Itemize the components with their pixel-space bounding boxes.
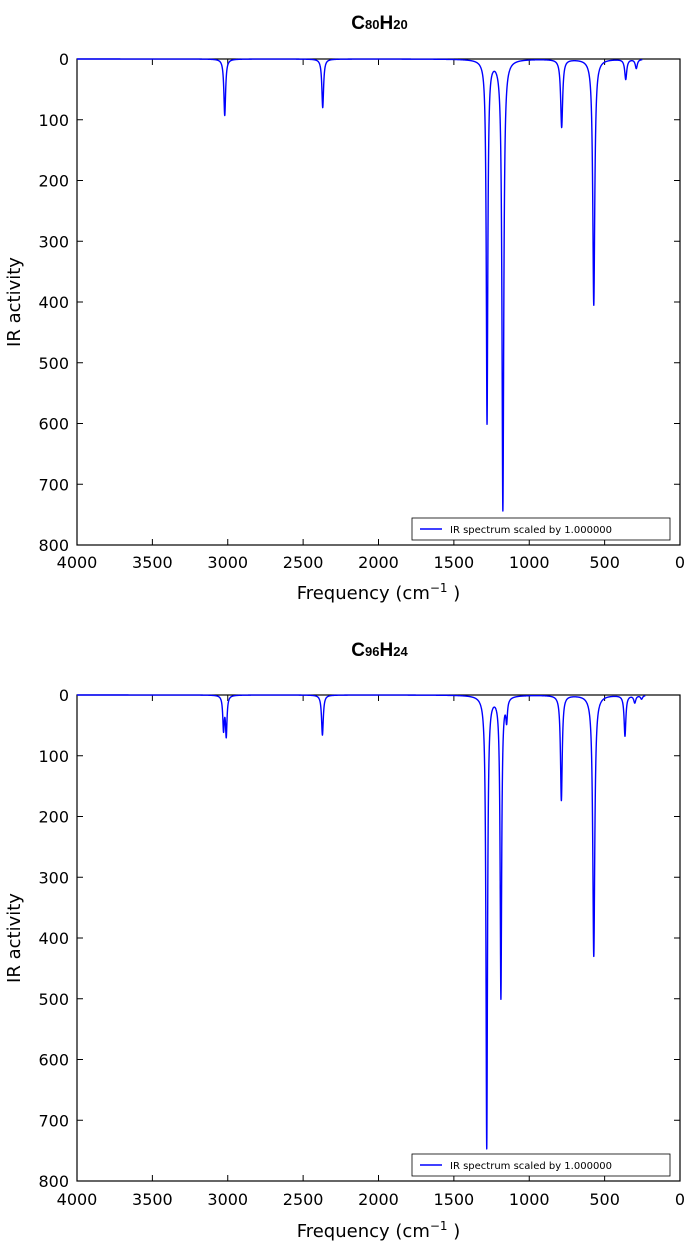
y-tick-label: 400 <box>38 293 69 312</box>
title-subscript: 20 <box>393 17 407 32</box>
x-axis-label-main: Frequency (cm <box>297 1221 430 1242</box>
x-tick-label: 4000 <box>57 1190 98 1209</box>
y-axis-label: IR activity <box>4 257 25 347</box>
title-element: H <box>380 13 394 34</box>
x-axis-label: Frequency (cm−1 ) <box>297 581 461 604</box>
x-axis-label-end: ) <box>448 1221 461 1242</box>
x-tick-label: 3000 <box>207 1190 248 1209</box>
plot-frame <box>76 58 681 546</box>
x-tick-label: 4000 <box>57 553 98 572</box>
x-tick-label: 2000 <box>358 553 399 572</box>
y-tick-label: 500 <box>38 354 69 373</box>
y-tick-label: 700 <box>38 1111 69 1130</box>
x-tick-label: 2500 <box>283 553 324 572</box>
x-axis-label-main: Frequency (cm <box>297 583 430 604</box>
y-tick-label: 600 <box>38 415 69 434</box>
x-axis-label-end: ) <box>448 583 461 604</box>
plot-frame <box>76 694 681 1182</box>
y-tick-label: 800 <box>38 536 69 555</box>
ir-chart-c80h20: C80H20 4000 3500 3000 2500 2000 1500 1000 500 0 0 1… <box>4 13 685 604</box>
x-axis-label-exponent: −1 <box>430 1219 448 1233</box>
y-tick-label: 700 <box>38 475 69 494</box>
x-tick-label: 1000 <box>509 1190 550 1209</box>
chart-title: C96H24 <box>351 640 408 661</box>
y-tick-label: 600 <box>38 1051 69 1070</box>
x-tick-label: 3000 <box>207 553 248 572</box>
legend: IR spectrum scaled by 1.000000 <box>411 1153 671 1177</box>
y-axis-label: IR activity <box>4 893 25 983</box>
x-tick-label: 1500 <box>434 1190 475 1209</box>
legend: IR spectrum scaled by 1.000000 <box>411 517 671 541</box>
x-tick-label: 500 <box>589 553 620 572</box>
title-element: C <box>351 13 365 34</box>
y-tick-label: 400 <box>38 929 69 948</box>
legend-box <box>411 1153 671 1177</box>
x-tick-label: 0 <box>675 1190 685 1209</box>
legend-label: IR spectrum scaled by 1.000000 <box>450 525 612 536</box>
spectrum-line <box>76 58 643 512</box>
legend-label: IR spectrum scaled by 1.000000 <box>450 1161 612 1172</box>
x-tick-label: 2000 <box>358 1190 399 1209</box>
ir-chart-c96h24: C96H24 4000 3500 3000 2500 2000 1500 1000 500 0 0 1… <box>4 640 685 1242</box>
legend-box <box>411 517 671 541</box>
y-tick-label: 800 <box>38 1172 69 1191</box>
y-tick-label: 0 <box>59 686 69 705</box>
x-tick-label: 2500 <box>283 1190 324 1209</box>
x-tick-label: 0 <box>675 553 685 572</box>
y-tick-label: 200 <box>38 172 69 191</box>
y-tick-label: 500 <box>38 990 69 1009</box>
y-tick-label: 0 <box>59 50 69 69</box>
x-tick-label: 1000 <box>509 553 550 572</box>
y-tick-label: 300 <box>38 868 69 887</box>
title-subscript: 80 <box>365 17 379 32</box>
y-tick-label: 100 <box>38 747 69 766</box>
x-tick-label: 3500 <box>132 1190 173 1209</box>
spectrum-line <box>76 694 646 1150</box>
x-tick-label: 500 <box>589 1190 620 1209</box>
x-tick-label: 3500 <box>132 553 173 572</box>
x-axis-label: Frequency (cm−1 ) <box>297 1219 461 1242</box>
x-tick-label: 1500 <box>434 553 475 572</box>
x-axis-label-exponent: −1 <box>430 581 448 595</box>
title-element: C <box>351 640 365 661</box>
title-subscript: 96 <box>365 644 379 659</box>
y-tick-label: 300 <box>38 232 69 251</box>
title-subscript: 24 <box>393 644 408 659</box>
chart-title: C80H20 <box>351 13 407 34</box>
y-tick-label: 200 <box>38 808 69 827</box>
y-tick-label: 100 <box>38 111 69 130</box>
title-element: H <box>380 640 394 661</box>
